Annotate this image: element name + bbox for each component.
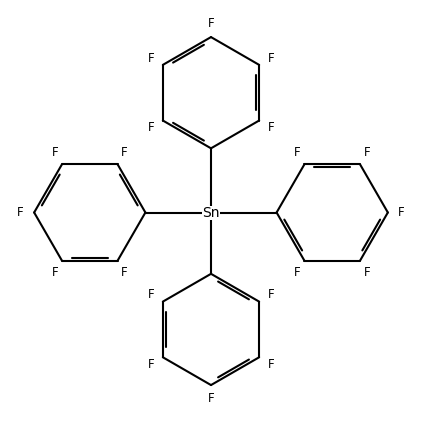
Text: F: F: [52, 146, 58, 159]
Text: F: F: [148, 51, 154, 65]
Text: F: F: [121, 266, 128, 279]
Text: F: F: [364, 266, 370, 279]
Text: F: F: [268, 51, 274, 65]
Text: F: F: [208, 392, 214, 405]
Text: F: F: [294, 266, 301, 279]
Text: F: F: [268, 121, 274, 134]
Text: F: F: [148, 357, 154, 371]
Text: F: F: [121, 146, 128, 159]
Text: F: F: [52, 266, 58, 279]
Text: F: F: [17, 206, 24, 219]
Text: F: F: [364, 146, 370, 159]
Text: Sn: Sn: [202, 206, 220, 219]
Text: F: F: [148, 288, 154, 301]
Text: F: F: [148, 121, 154, 134]
Text: F: F: [268, 288, 274, 301]
Text: F: F: [294, 146, 301, 159]
Text: F: F: [398, 206, 405, 219]
Text: F: F: [208, 17, 214, 30]
Text: F: F: [268, 357, 274, 371]
